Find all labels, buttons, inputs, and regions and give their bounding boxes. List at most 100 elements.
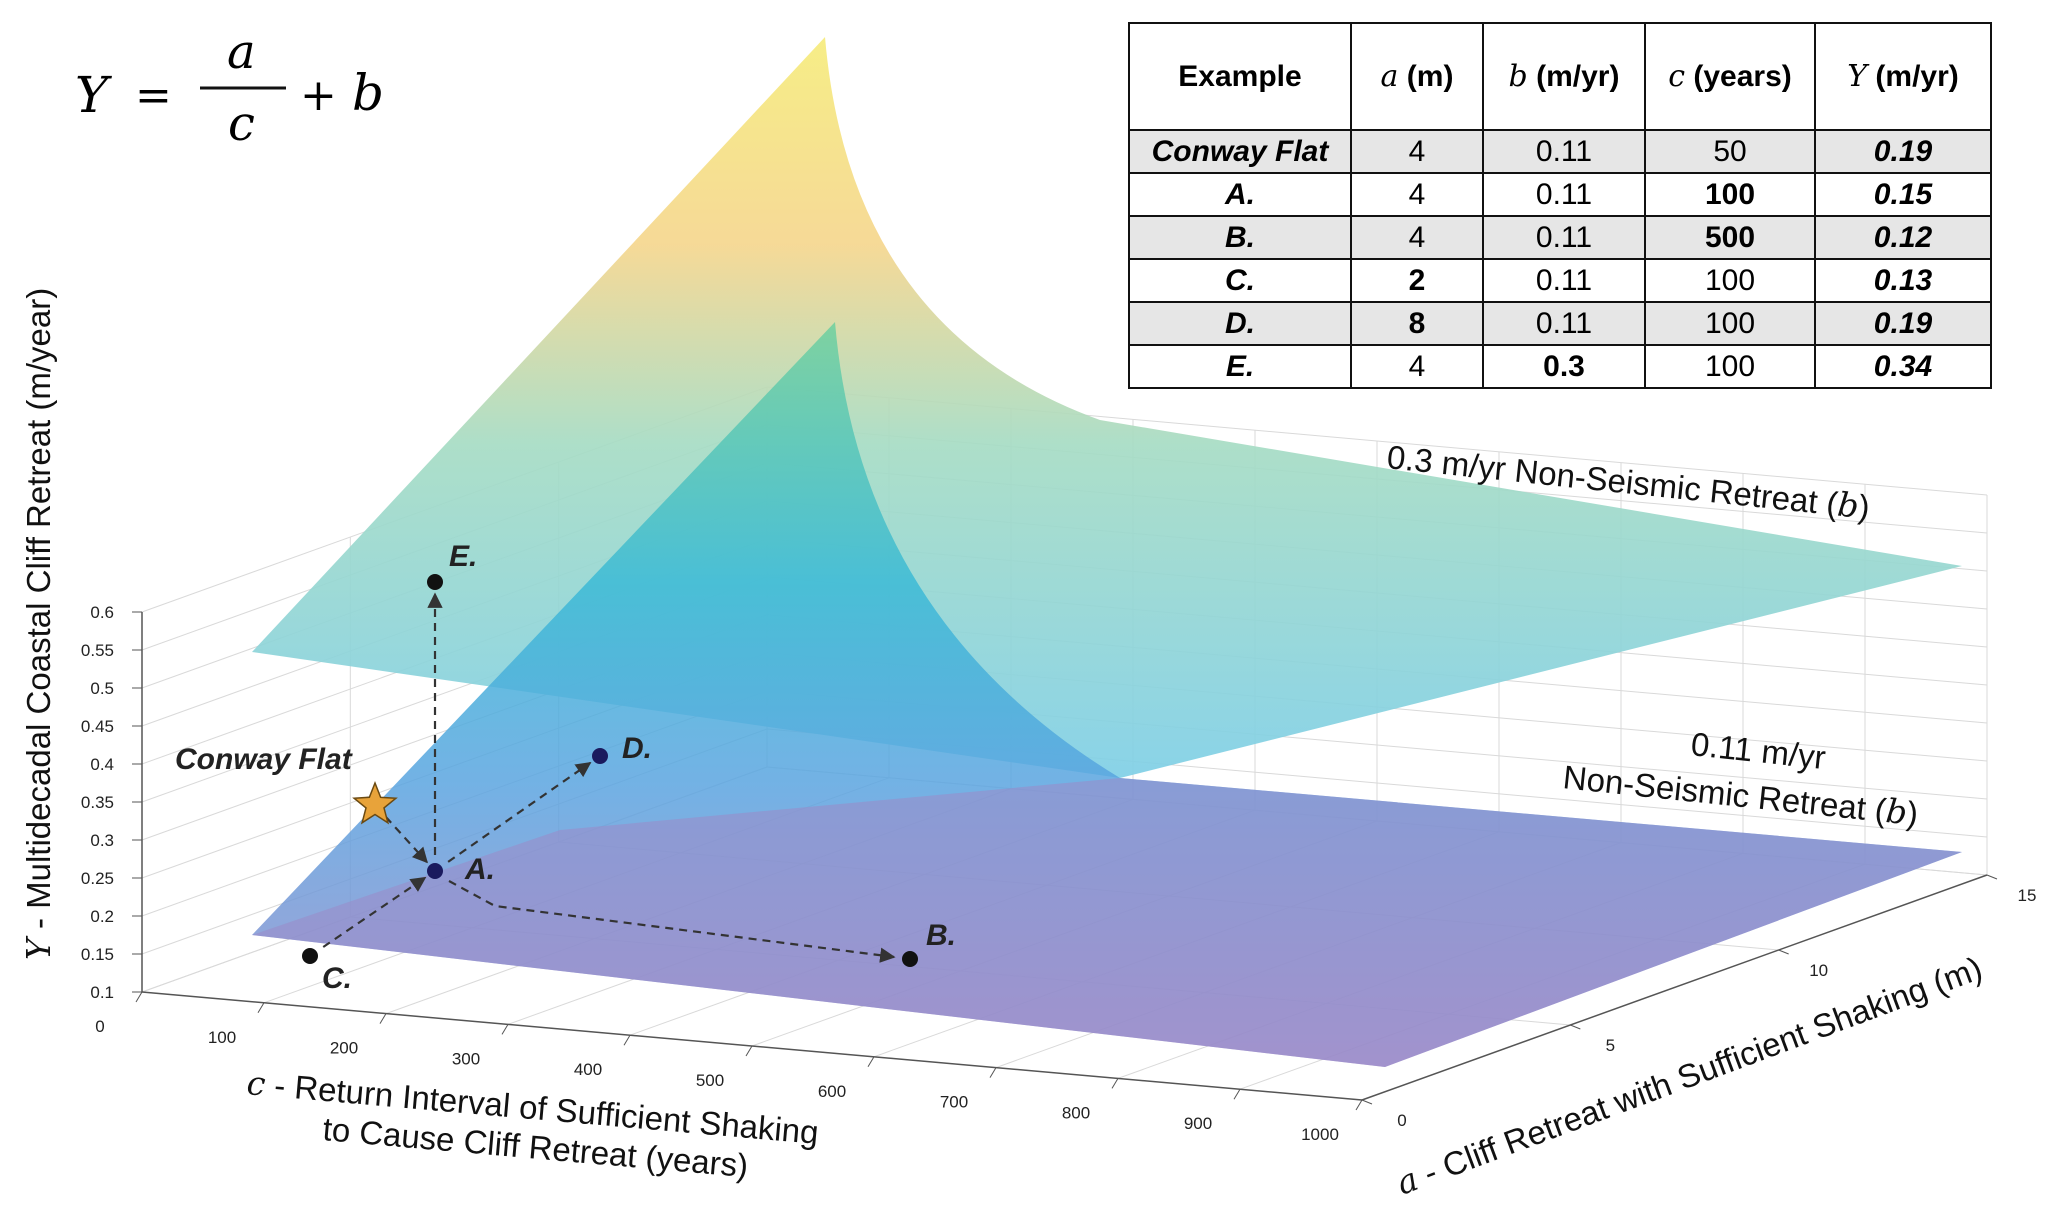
arrows	[322, 592, 896, 963]
row-b: 0.11	[1482, 258, 1646, 303]
y-tick-mark	[1570, 1024, 1581, 1030]
point-label-conway-flat: Conway Flat	[175, 743, 354, 776]
equation-plus: +	[300, 70, 337, 121]
x-tick-label: 900	[1184, 1114, 1212, 1133]
row-y: 0.12	[1814, 215, 1992, 260]
table-row: Conway Flat 4 0.11 50 0.19	[1128, 129, 1992, 174]
x-tick-label: 200	[330, 1039, 358, 1058]
z-tick-label: 0.1	[90, 983, 114, 1002]
z-tick-label: 0.4	[90, 755, 114, 774]
row-a: 4	[1350, 172, 1484, 217]
row-b: 0.11	[1482, 215, 1646, 260]
row-b: 0.3	[1482, 344, 1646, 389]
equation-denominator: c	[228, 96, 255, 152]
row-c: 500	[1644, 215, 1816, 260]
table-row: E. 4 0.3 100 0.34	[1128, 344, 1992, 389]
x-tick-mark	[989, 1067, 997, 1078]
point-label-c: C.	[322, 962, 352, 995]
row-c: 50	[1644, 129, 1816, 174]
table-header-row: Example a (m) b (m/yr) c (years) Υ (m/yr…	[1128, 22, 1992, 131]
y-tick-label: 0	[1397, 1111, 1406, 1130]
arrow-a-to-d	[447, 761, 592, 863]
equation: Υ = a c + b	[75, 24, 384, 152]
point-e	[427, 574, 443, 590]
row-a: 4	[1350, 215, 1484, 260]
point-d	[592, 748, 608, 764]
point-a	[427, 863, 443, 879]
arrow-c-to-a	[322, 876, 427, 948]
z-tick-label: 0.55	[81, 641, 114, 660]
x-tick-label: 100	[208, 1028, 236, 1047]
row-name: A.	[1128, 172, 1352, 217]
z-axis-title: Υ - Multidecadal Coastal Cliff Retreat (…	[19, 288, 58, 960]
x-tick-mark	[135, 991, 143, 1003]
point-b	[902, 951, 918, 967]
x-tick-mark	[379, 1013, 387, 1024]
point-label-b: B.	[926, 919, 956, 952]
x-tick-label: 1000	[1301, 1125, 1339, 1144]
plane-label-b-0.11-line1: 0.11 m/yr	[1689, 725, 1827, 776]
surface-b-0.11-lower-band	[252, 778, 1962, 1067]
z-tick-label: 0.25	[81, 869, 114, 888]
z-tick-label: 0.3	[90, 831, 114, 850]
equation-eq: =	[135, 70, 172, 121]
table-row: A. 4 0.11 100 0.15	[1128, 172, 1992, 217]
row-y: 0.19	[1814, 129, 1992, 174]
y-tick-label: 15	[2018, 886, 2037, 905]
table-row: B. 4 0.11 500 0.12	[1128, 215, 1992, 260]
arrow-a-to-b	[448, 880, 896, 963]
table-header-b: b (m/yr)	[1482, 22, 1646, 131]
row-c: 100	[1644, 258, 1816, 303]
z-tick-label: 0.2	[90, 907, 114, 926]
row-a: 2	[1350, 258, 1484, 303]
z-tick-label: 0.35	[81, 793, 114, 812]
x-tick-mark	[1233, 1088, 1241, 1100]
row-a: 4	[1350, 129, 1484, 174]
table-header-example: Example	[1128, 22, 1352, 131]
z-tick-label: 0.6	[90, 603, 114, 622]
x-tick-label: 800	[1062, 1103, 1090, 1122]
y-tick-mark	[1778, 949, 1789, 955]
table-header-c: c (years)	[1644, 22, 1816, 131]
z-tick-label: 0.5	[90, 679, 114, 698]
x-tick-label: 400	[574, 1060, 602, 1079]
x-tick-mark	[867, 1056, 875, 1068]
x-tick-mark	[257, 1002, 265, 1014]
row-a: 8	[1350, 301, 1484, 346]
x-tick-label: 0	[95, 1017, 104, 1036]
equation-numerator: a	[227, 24, 256, 80]
y-tick-label: 10	[1809, 961, 1828, 980]
table-header-a: a (m)	[1350, 22, 1484, 131]
row-y: 0.15	[1814, 172, 1992, 217]
parameter-table: Example a (m) b (m/yr) c (years) Υ (m/yr…	[1128, 22, 1992, 389]
point-label-a: A.	[464, 853, 495, 886]
row-a: 4	[1350, 344, 1484, 389]
x-tick-label: 700	[940, 1093, 968, 1112]
point-label-d: D.	[622, 732, 652, 765]
row-b: 0.11	[1482, 172, 1646, 217]
row-c: 100	[1644, 344, 1816, 389]
row-b: 0.11	[1482, 129, 1646, 174]
row-c: 100	[1644, 301, 1816, 346]
row-y: 0.13	[1814, 258, 1992, 303]
arrow-conwayflat-to-a	[384, 816, 428, 864]
surfaces	[252, 37, 1962, 1067]
row-c: 100	[1644, 172, 1816, 217]
y-tick-mark	[1361, 1099, 1373, 1105]
x-tick-mark	[501, 1024, 509, 1035]
data-points: Conway Flat A. B. C. D. E.	[175, 540, 956, 995]
y-tick-mark	[1986, 874, 1998, 880]
row-b: 0.11	[1482, 301, 1646, 346]
tick-labels: 0.1 0.15 0.2 0.25 0.3 0.35 0.4 0.45 0.5 0.55 0.6 0 1…	[81, 603, 2037, 1144]
point-c	[302, 948, 318, 964]
z-tick-label: 0.15	[81, 945, 114, 964]
x-tick-label: 500	[696, 1071, 724, 1090]
equation-b: b	[352, 64, 384, 122]
y-tick-label: 5	[1606, 1036, 1615, 1055]
table-row: D. 8 0.11 100 0.19	[1128, 301, 1992, 346]
row-name: D.	[1128, 301, 1352, 346]
equation-lhs: Υ	[75, 66, 112, 124]
row-name: E.	[1128, 344, 1352, 389]
x-tick-mark	[1111, 1078, 1119, 1089]
